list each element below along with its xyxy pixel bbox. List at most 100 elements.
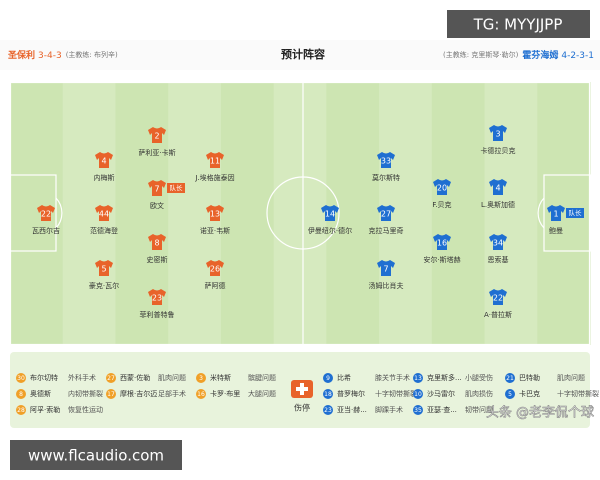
watermark-box [10, 440, 182, 470]
player-shirt [206, 260, 224, 276]
player-shirt [377, 152, 395, 168]
away-name: 霍芬海姆 [522, 49, 558, 61]
player-name: 内梅斯 [94, 173, 115, 182]
injury-name: 西蒙·佐勒 [120, 373, 150, 382]
captain-label: 队长 [170, 183, 184, 192]
pitch-stripe [273, 82, 327, 345]
player-shirt [206, 152, 224, 168]
penalty-box [9, 174, 57, 252]
injury-reason: 髌腱问题 [248, 373, 276, 382]
injury-number: 21 [506, 375, 514, 382]
player-name: A·普拉斯 [484, 310, 512, 319]
center-circle [266, 176, 340, 250]
injury-cross [296, 383, 308, 395]
home-header: 圣保利 3-4-3 (主教练: 布列辛) [8, 49, 118, 61]
injury-name: 巴特勒 [519, 373, 540, 382]
player-name: 菲利普特鲁 [140, 310, 175, 319]
home-coach: (主教练: 布列辛) [66, 50, 118, 59]
player-shirt [489, 125, 507, 141]
injury-number: 13 [414, 375, 422, 382]
injury-number: 18 [324, 391, 332, 398]
injury-badge [413, 389, 423, 399]
player-name: 萨阿德 [205, 281, 226, 290]
player-shirt [489, 234, 507, 250]
player-number: 4 [101, 157, 106, 166]
injury-name: 摩根·吉尔迈 [120, 389, 157, 398]
player-name: 恩索基 [488, 255, 509, 264]
player-name: 诺亚·韦斯 [200, 226, 230, 235]
player-name: 范德海登 [90, 226, 118, 235]
player-shirt [95, 260, 113, 276]
player-shirt [377, 205, 395, 221]
injury-badge [106, 373, 116, 383]
title: 预计阵容 [281, 47, 325, 61]
injury-name: 亚瑟·查... [427, 405, 457, 414]
injury-badge [505, 373, 515, 383]
player-number: 4 [495, 184, 500, 193]
player-number: 23 [152, 294, 162, 303]
player-name: 鲍曼 [549, 226, 563, 235]
injury-name: 亚当·赫... [337, 405, 367, 414]
injury-label: 伤停 [294, 403, 310, 413]
player-name: 汤姆比肖夫 [369, 281, 404, 290]
player-number: 7 [154, 185, 159, 194]
injury-badge [16, 405, 26, 415]
injury-number: 35 [414, 407, 422, 414]
watermark: TG: MYYJJPP [473, 16, 563, 34]
captain-badge [167, 183, 185, 193]
player-shirt [148, 234, 166, 250]
pitch-stripe [220, 82, 275, 345]
player-name: 莫尔斯特 [372, 173, 400, 182]
player-name: L.奥斯加德 [481, 200, 515, 209]
player-number: 11 [210, 157, 220, 166]
injury-number: 30 [17, 375, 25, 382]
injury-name: 沙马雷尔 [427, 389, 455, 398]
header-bar [0, 40, 600, 70]
player-shirt [148, 127, 166, 143]
injury-reason: 内韧带撕裂 [68, 389, 103, 398]
player-shirt [206, 205, 224, 221]
injury-badge [323, 405, 333, 415]
player-number: 3 [495, 130, 500, 139]
injury-reason: 膝关节手术 [375, 373, 410, 382]
injury-number: 27 [107, 375, 115, 382]
injury-name: 克里斯多... [427, 373, 462, 382]
injury-number: 3 [199, 375, 203, 382]
player-shirt [148, 180, 166, 196]
player-number: 20 [437, 184, 447, 193]
injury-number: 16 [197, 391, 205, 398]
injury-name: 布尔切特 [30, 373, 58, 382]
penalty-arc [55, 197, 63, 229]
watermark-box [447, 10, 590, 38]
player-shirt [148, 289, 166, 305]
injury-name: 比希 [337, 373, 351, 382]
player-shirt [489, 289, 507, 305]
injury-reason: 小腿受伤 [465, 373, 493, 382]
injury-number: 23 [324, 407, 332, 414]
injury-badge [196, 373, 206, 383]
player-name: 瓦西尔吉 [32, 226, 60, 235]
player-number: 1 [553, 210, 558, 219]
pitch-stripe [326, 82, 380, 345]
player-shirt [95, 152, 113, 168]
player-name: 安尔·斯塔赫 [423, 255, 460, 264]
player-shirt [433, 179, 451, 195]
injury-badge [16, 373, 26, 383]
player-number: 22 [41, 210, 51, 219]
injury-number: 10 [414, 391, 422, 398]
player-name: 豪克·瓦尔 [89, 281, 119, 290]
injury-badge [323, 389, 333, 399]
player-name: 卡德拉贝克 [481, 146, 516, 155]
injury-reason: 足部手术 [158, 389, 186, 398]
watermark: www.flcaudio.com [28, 447, 164, 465]
away-header: (主教练: 克里斯琴·勒尔) 霍芬海姆 4-2-3-1 [443, 49, 594, 61]
penalty-arc [537, 197, 545, 229]
injury-badge [196, 389, 206, 399]
player-number: 7 [383, 265, 388, 274]
pitch-stripe [484, 82, 538, 345]
player-name: 伊曼纽尔·德尔 [308, 226, 352, 235]
injury-name: 普罗梅尔 [337, 389, 365, 398]
player-number: 34 [493, 239, 503, 248]
player-number: 27 [381, 210, 391, 219]
